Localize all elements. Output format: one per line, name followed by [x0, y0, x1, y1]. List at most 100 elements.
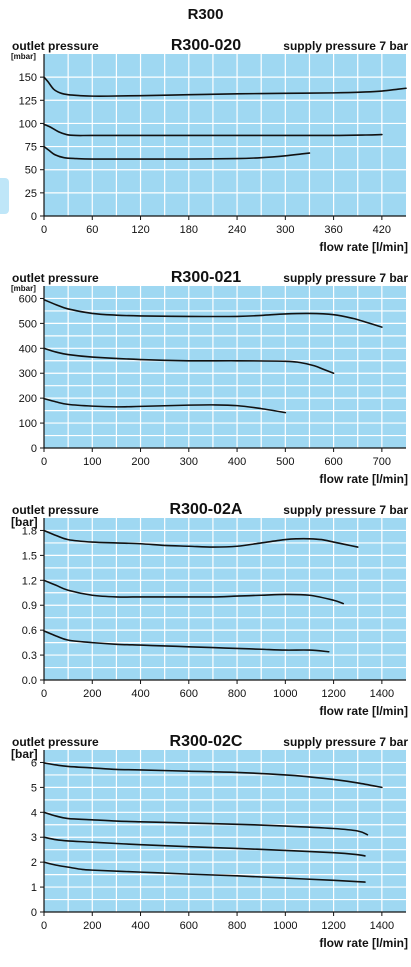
y-tick-label: 1.8	[22, 525, 37, 537]
series-line-2	[43, 579, 345, 605]
plot-area	[44, 286, 406, 448]
x-tick-label: 500	[276, 456, 294, 468]
x-tick-label: 1400	[370, 920, 394, 932]
y-axis-unit: [bar]	[11, 747, 38, 761]
y-tick-label: 200	[19, 393, 37, 405]
x-tick-label: 200	[131, 456, 149, 468]
x-tick-label: 240	[228, 224, 246, 236]
chart-r300-020: outlet pressure R300-020 supply pressure 7…	[11, 37, 408, 254]
y-tick-label: 1.5	[22, 550, 37, 562]
y-tick-label: 5	[31, 782, 37, 794]
y-tick-label: 100	[19, 118, 37, 130]
series-line-3	[43, 145, 311, 160]
supply-pressure-note: supply pressure 7 bar	[283, 271, 408, 285]
y-tick-label: 4	[31, 807, 37, 819]
x-tick-label: 0	[41, 920, 47, 932]
series-line-2	[43, 347, 335, 375]
y-tick-label: 150	[19, 72, 37, 84]
x-tick-label: 0	[41, 456, 47, 468]
chart-r300-021: outlet pressure R300-021 supply pressure 7…	[11, 269, 408, 486]
series-line-2	[43, 123, 383, 137]
y-tick-label: 0	[31, 211, 37, 223]
y-tick-label: 6	[31, 757, 37, 769]
x-tick-label: 700	[373, 456, 391, 468]
x-tick-label: 600	[324, 456, 342, 468]
chart-r300-02a: outlet pressure R300-02A supply pressure 7…	[11, 501, 408, 718]
x-tick-label: 400	[131, 688, 149, 700]
y-axis-unit: [bar]	[11, 515, 38, 529]
y-axis-unit: [mbar]	[11, 284, 36, 293]
series-line-1	[43, 529, 359, 548]
x-tick-label: 1000	[273, 688, 297, 700]
plot-area	[44, 750, 406, 912]
y-tick-label: 0	[31, 907, 37, 919]
chart-r300-02c: outlet pressure R300-02C supply pressure 7…	[11, 733, 408, 950]
y-tick-label: 100	[19, 418, 37, 430]
supply-pressure-note: supply pressure 7 bar	[283, 39, 408, 53]
x-tick-label: 420	[373, 224, 391, 236]
x-tick-label: 120	[131, 224, 149, 236]
y-tick-label: 75	[25, 142, 37, 154]
y-axis-label: outlet pressure	[12, 503, 99, 517]
x-tick-label: 0	[41, 688, 47, 700]
y-tick-label: 600	[19, 293, 37, 305]
x-tick-label: 800	[228, 688, 246, 700]
y-tick-label: 25	[25, 188, 37, 200]
y-axis-label: outlet pressure	[12, 735, 99, 749]
y-tick-label: 50	[25, 165, 37, 177]
chart-title: R300-021	[171, 269, 241, 286]
side-tab-marker	[0, 178, 9, 214]
y-tick-label: 0.3	[22, 650, 37, 662]
y-axis-label: outlet pressure	[12, 39, 99, 53]
x-tick-label: 300	[180, 456, 198, 468]
series-line-4	[43, 861, 366, 883]
y-tick-label: 125	[19, 95, 37, 107]
y-tick-label: 1.2	[22, 575, 37, 587]
series-line-1	[43, 298, 383, 328]
x-tick-label: 100	[83, 456, 101, 468]
x-tick-label: 400	[228, 456, 246, 468]
y-tick-label: 0.9	[22, 600, 37, 612]
x-tick-label: 300	[276, 224, 294, 236]
y-axis-label: outlet pressure	[12, 271, 99, 285]
x-axis-label: flow rate [l/min]	[319, 704, 408, 718]
x-tick-label: 600	[180, 688, 198, 700]
y-tick-label: 0.0	[22, 675, 37, 687]
x-tick-label: 400	[131, 920, 149, 932]
x-axis-label: flow rate [l/min]	[319, 936, 408, 950]
x-tick-label: 1400	[370, 688, 394, 700]
x-tick-label: 200	[83, 920, 101, 932]
chart-title: R300-020	[171, 37, 241, 54]
supply-pressure-note: supply pressure 7 bar	[283, 503, 408, 517]
x-axis-label: flow rate [l/min]	[319, 472, 408, 486]
y-tick-label: 400	[19, 343, 37, 355]
y-tick-label: 3	[31, 832, 37, 844]
series-line-2	[43, 811, 369, 836]
x-tick-label: 200	[83, 688, 101, 700]
y-tick-label: 300	[19, 368, 37, 380]
x-tick-label: 180	[180, 224, 198, 236]
supply-pressure-note: supply pressure 7 bar	[283, 735, 408, 749]
y-tick-label: 1	[31, 882, 37, 894]
x-tick-label: 1000	[273, 920, 297, 932]
x-tick-label: 0	[41, 224, 47, 236]
chart-title: R300-02A	[170, 501, 243, 518]
series-line-1	[43, 76, 407, 97]
x-axis-label: flow rate [l/min]	[319, 240, 408, 254]
y-tick-label: 2	[31, 857, 37, 869]
chart-title: R300-02C	[170, 733, 243, 750]
y-tick-label: 0.6	[22, 625, 37, 637]
x-tick-label: 60	[86, 224, 98, 236]
x-tick-label: 600	[180, 920, 198, 932]
series-line-3	[43, 630, 330, 653]
series-line-3	[43, 836, 366, 857]
y-tick-label: 500	[19, 318, 37, 330]
x-tick-label: 360	[324, 224, 342, 236]
series-line-1	[43, 762, 383, 789]
page-title: R300	[187, 6, 224, 23]
series-line-3	[43, 397, 287, 414]
x-tick-label: 800	[228, 920, 246, 932]
x-tick-label: 1200	[321, 920, 345, 932]
y-tick-label: 0	[31, 443, 37, 455]
x-tick-label: 1200	[321, 688, 345, 700]
